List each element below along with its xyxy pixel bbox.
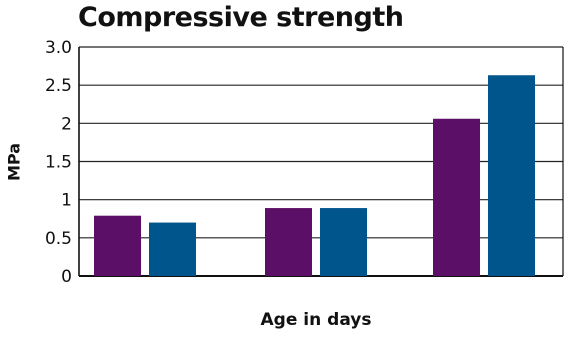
- y-tick-label: 3.0: [45, 38, 72, 58]
- bar-series1: [94, 215, 141, 276]
- y-tick-label: 1: [61, 191, 72, 211]
- y-tick-label: 0: [61, 267, 72, 287]
- y-tick-label: 1.5: [45, 153, 72, 173]
- x-axis-label: Age in days: [260, 310, 372, 330]
- y-tick-label: 2: [61, 114, 72, 134]
- bar-series1: [433, 118, 480, 277]
- bar-series2: [320, 208, 367, 276]
- bar-series2: [488, 75, 535, 276]
- y-tick-label: 0.5: [45, 229, 72, 249]
- chart-title: Compressive strength: [78, 2, 404, 33]
- bar-series2: [149, 222, 196, 276]
- y-tick-label: 2.5: [45, 76, 72, 96]
- bar-series1: [265, 208, 312, 276]
